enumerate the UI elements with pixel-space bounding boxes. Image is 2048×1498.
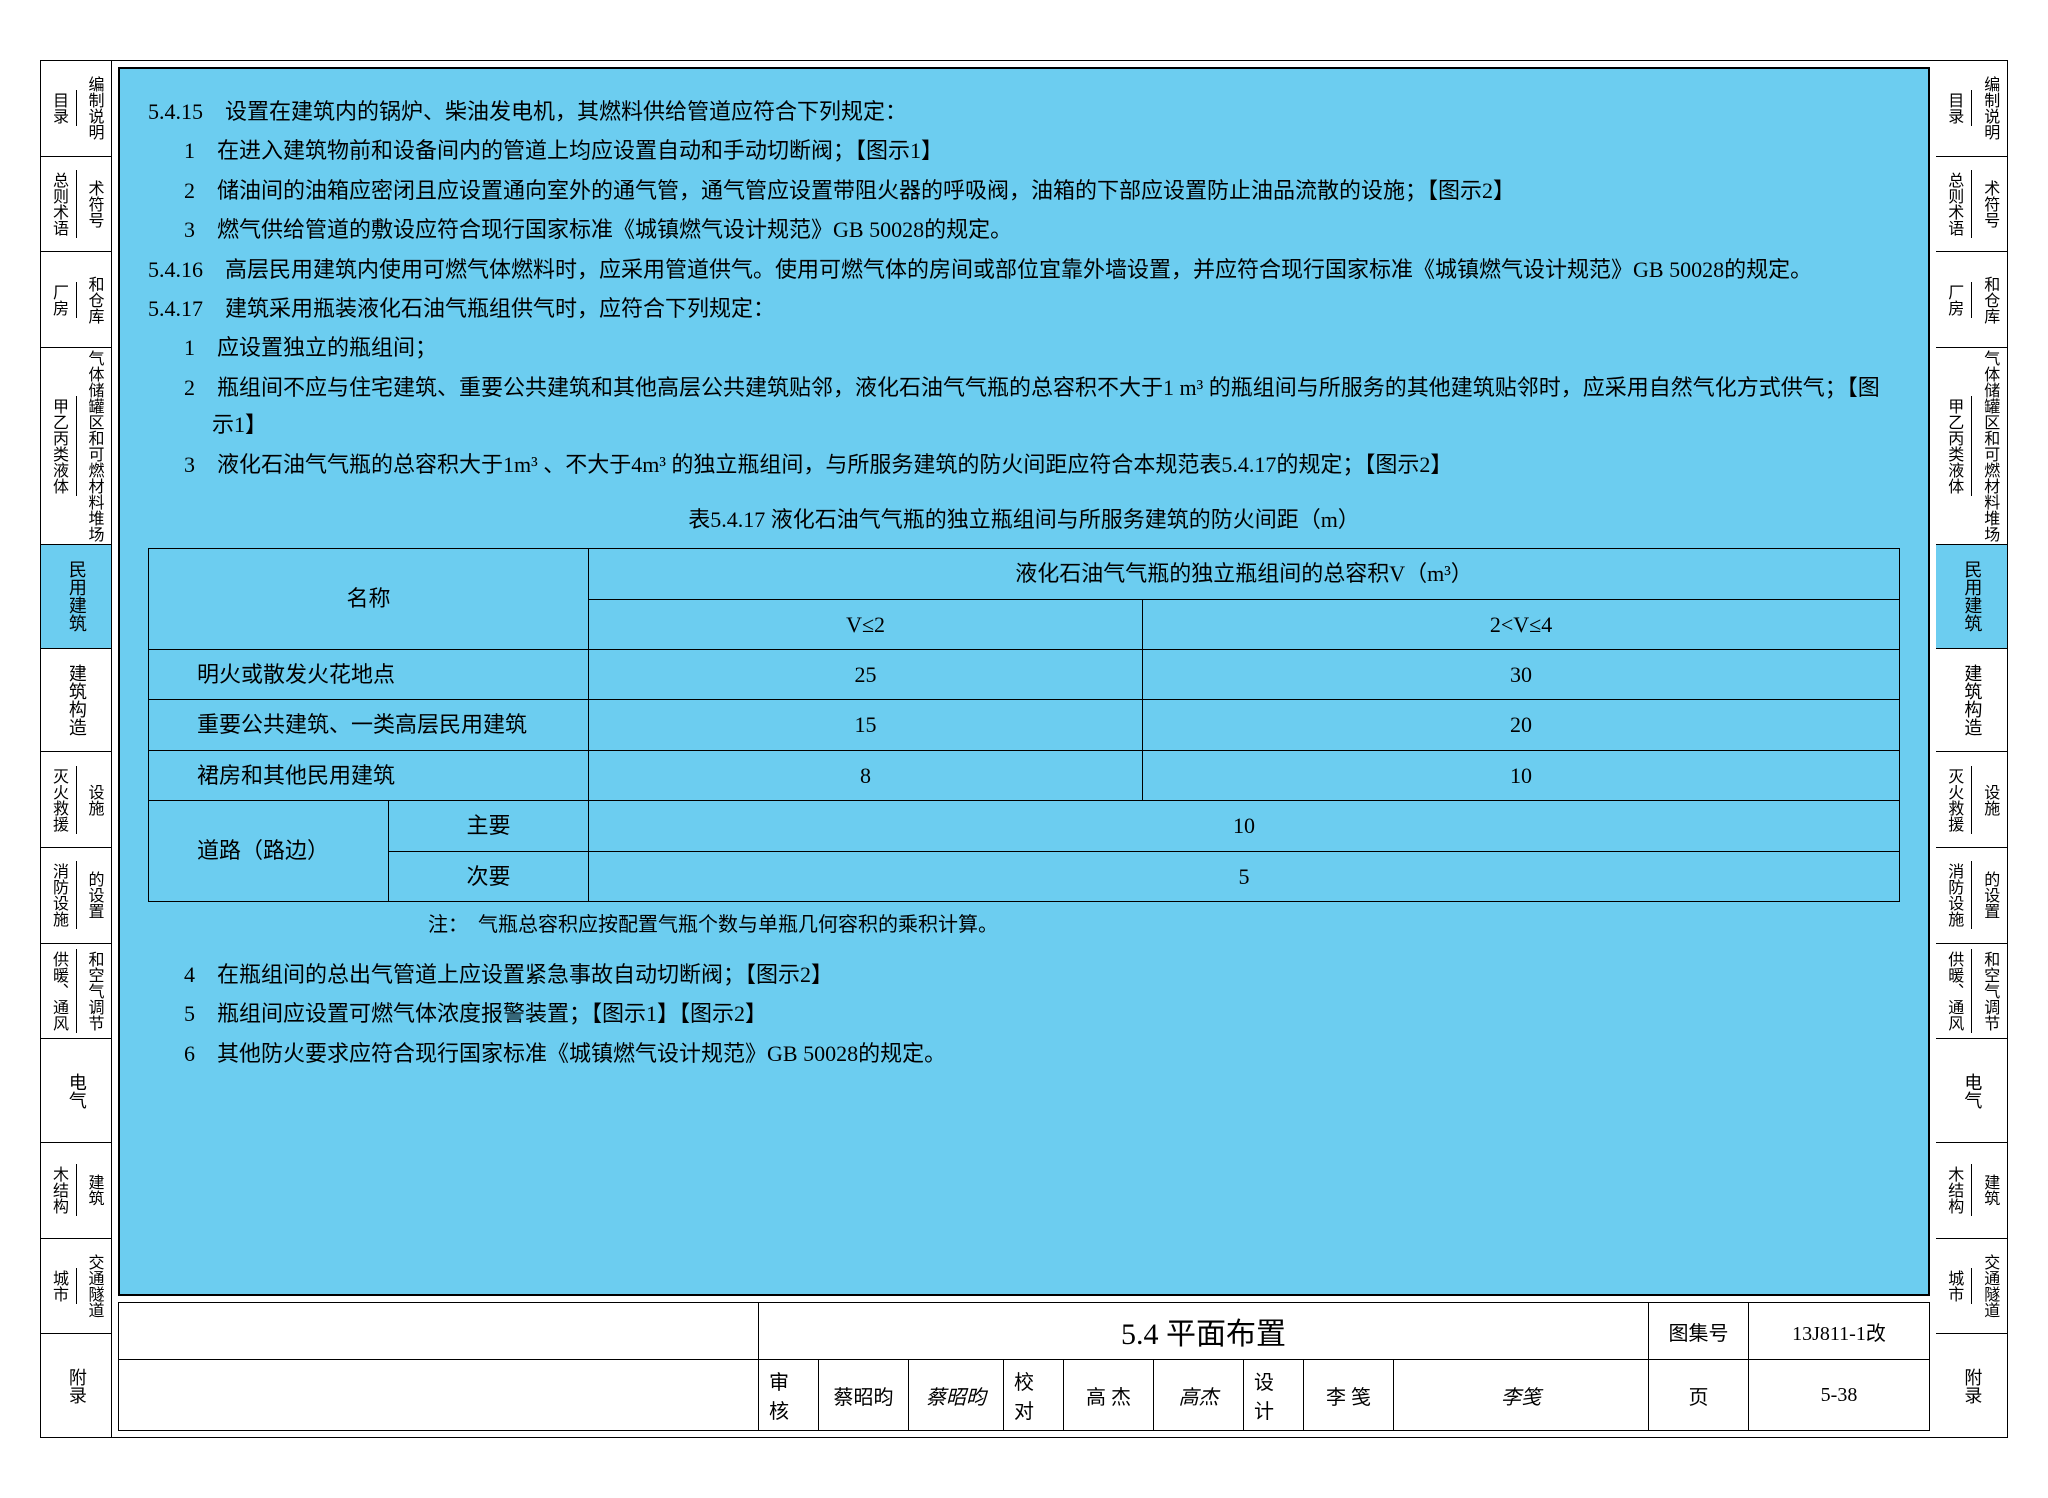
section-title: 5.4 平面布置: [759, 1303, 1649, 1359]
section-tab[interactable]: 供暖、通风和空气调节: [1936, 944, 2007, 1040]
page-center: 5.4.15 设置在建筑内的锅炉、柴油发电机，其燃料供给管道应符合下列规定： 1…: [112, 60, 1936, 1438]
atlas-no: 13J811-1改: [1749, 1303, 1929, 1359]
section-tab[interactable]: 厂房和仓库: [1936, 252, 2007, 348]
section-tab[interactable]: 建筑构造: [41, 649, 111, 753]
table-row: 次要 5: [149, 851, 1900, 901]
table-note: 注： 气瓶总容积应按配置气瓶个数与单瓶几何容积的乘积计算。: [148, 908, 1900, 942]
section-tab[interactable]: 附录: [1936, 1334, 2007, 1437]
section-tab[interactable]: 木结构建筑: [1936, 1143, 2007, 1239]
section-tab[interactable]: 总则术语术符号: [41, 157, 111, 253]
th-name: 名称: [149, 549, 589, 650]
right-tabs: 目录编制说明总则术语术符号厂房和仓库甲乙丙类液体气体储罐区和可燃材料堆场民用建筑…: [1936, 60, 2008, 1438]
atlas-label: 图集号: [1649, 1303, 1749, 1359]
section-tab[interactable]: 木结构建筑: [41, 1143, 111, 1239]
section-tab[interactable]: 供暖、通风和空气调节: [41, 944, 111, 1040]
section-tab[interactable]: 城市交通隧道: [41, 1239, 111, 1335]
th-col2: 2<V≤4: [1143, 599, 1900, 649]
table-row: 道路（路边） 主要 10: [149, 801, 1900, 851]
section-tab[interactable]: 附录: [41, 1334, 111, 1437]
item: 3 液化石油气气瓶的总容积大于1m³ 、不大于4m³ 的独立瓶组间，与所服务建筑…: [148, 446, 1900, 483]
th-group: 液化石油气气瓶的独立瓶组间的总容积V（m³）: [589, 549, 1900, 599]
table-row: 裙房和其他民用建筑 8 10: [149, 750, 1900, 800]
section-tab[interactable]: 城市交通隧道: [1936, 1239, 2007, 1335]
table-row: 明火或散发火花地点 25 30: [149, 650, 1900, 700]
section-tab[interactable]: 消防设施的设置: [1936, 848, 2007, 944]
clause-5-4-15: 5.4.15 设置在建筑内的锅炉、柴油发电机，其燃料供给管道应符合下列规定：: [148, 93, 1900, 130]
item: 2 瓶组间不应与住宅建筑、重要公共建筑和其他高层公共建筑贴邻，液化石油气气瓶的总…: [148, 369, 1900, 444]
section-tab[interactable]: 总则术语术符号: [1936, 157, 2007, 253]
section-tab[interactable]: 民用建筑: [41, 545, 111, 649]
section-tab[interactable]: 电气: [1936, 1039, 2007, 1143]
item: 1 应设置独立的瓶组间；: [148, 329, 1900, 366]
page-no: 5-38: [1749, 1359, 1929, 1430]
section-tab[interactable]: 目录编制说明: [41, 61, 111, 157]
left-tabs: 目录编制说明总则术语术符号厂房和仓库甲乙丙类液体气体储罐区和可燃材料堆场民用建筑…: [40, 60, 112, 1438]
item: 1 在进入建筑物前和设备间内的管道上均应设置自动和手动切断阀；【图示1】: [148, 132, 1900, 169]
section-tab[interactable]: 消防设施的设置: [41, 848, 111, 944]
content-area: 5.4.15 设置在建筑内的锅炉、柴油发电机，其燃料供给管道应符合下列规定： 1…: [118, 67, 1930, 1296]
section-tab[interactable]: 厂房和仓库: [41, 252, 111, 348]
item: 6 其他防火要求应符合现行国家标准《城镇燃气设计规范》GB 50028的规定。: [148, 1035, 1900, 1072]
clause-5-4-16: 5.4.16 高层民用建筑内使用可燃气体燃料时，应采用管道供气。使用可燃气体的房…: [148, 251, 1900, 288]
section-tab[interactable]: 电气: [41, 1039, 111, 1143]
section-tab[interactable]: 建筑构造: [1936, 649, 2007, 753]
title-block: 5.4 平面布置 图集号 13J811-1改 审核 蔡昭昀 蔡昭昀 校对 高 杰…: [118, 1302, 1930, 1431]
item: 5 瓶组间应设置可燃气体浓度报警装置；【图示1】【图示2】: [148, 995, 1900, 1032]
clause-5-4-17: 5.4.17 建筑采用瓶装液化石油气瓶组供气时，应符合下列规定：: [148, 290, 1900, 327]
th-col1: V≤2: [589, 599, 1143, 649]
table-caption: 表5.4.17 液化石油气气瓶的独立瓶组间与所服务建筑的防火间距（m）: [148, 501, 1900, 538]
section-tab[interactable]: 灭火救援设施: [1936, 752, 2007, 848]
item: 4 在瓶组间的总出气管道上应设置紧急事故自动切断阀；【图示2】: [148, 956, 1900, 993]
item: 2 储油间的油箱应密闭且应设置通向室外的通气管，通气管应设置带阻火器的呼吸阀，油…: [148, 172, 1900, 209]
section-tab[interactable]: 甲乙丙类液体气体储罐区和可燃材料堆场: [1936, 348, 2007, 545]
section-tab[interactable]: 目录编制说明: [1936, 61, 2007, 157]
distance-table: 名称 液化石油气气瓶的独立瓶组间的总容积V（m³） V≤2 2<V≤4 明火或散…: [148, 548, 1900, 902]
table-row: 重要公共建筑、一类高层民用建筑 15 20: [149, 700, 1900, 750]
item: 3 燃气供给管道的敷设应符合现行国家标准《城镇燃气设计规范》GB 50028的规…: [148, 211, 1900, 248]
section-tab[interactable]: 灭火救援设施: [41, 752, 111, 848]
page-label: 页: [1649, 1359, 1749, 1430]
section-tab[interactable]: 民用建筑: [1936, 545, 2007, 649]
section-tab[interactable]: 甲乙丙类液体气体储罐区和可燃材料堆场: [41, 348, 111, 545]
